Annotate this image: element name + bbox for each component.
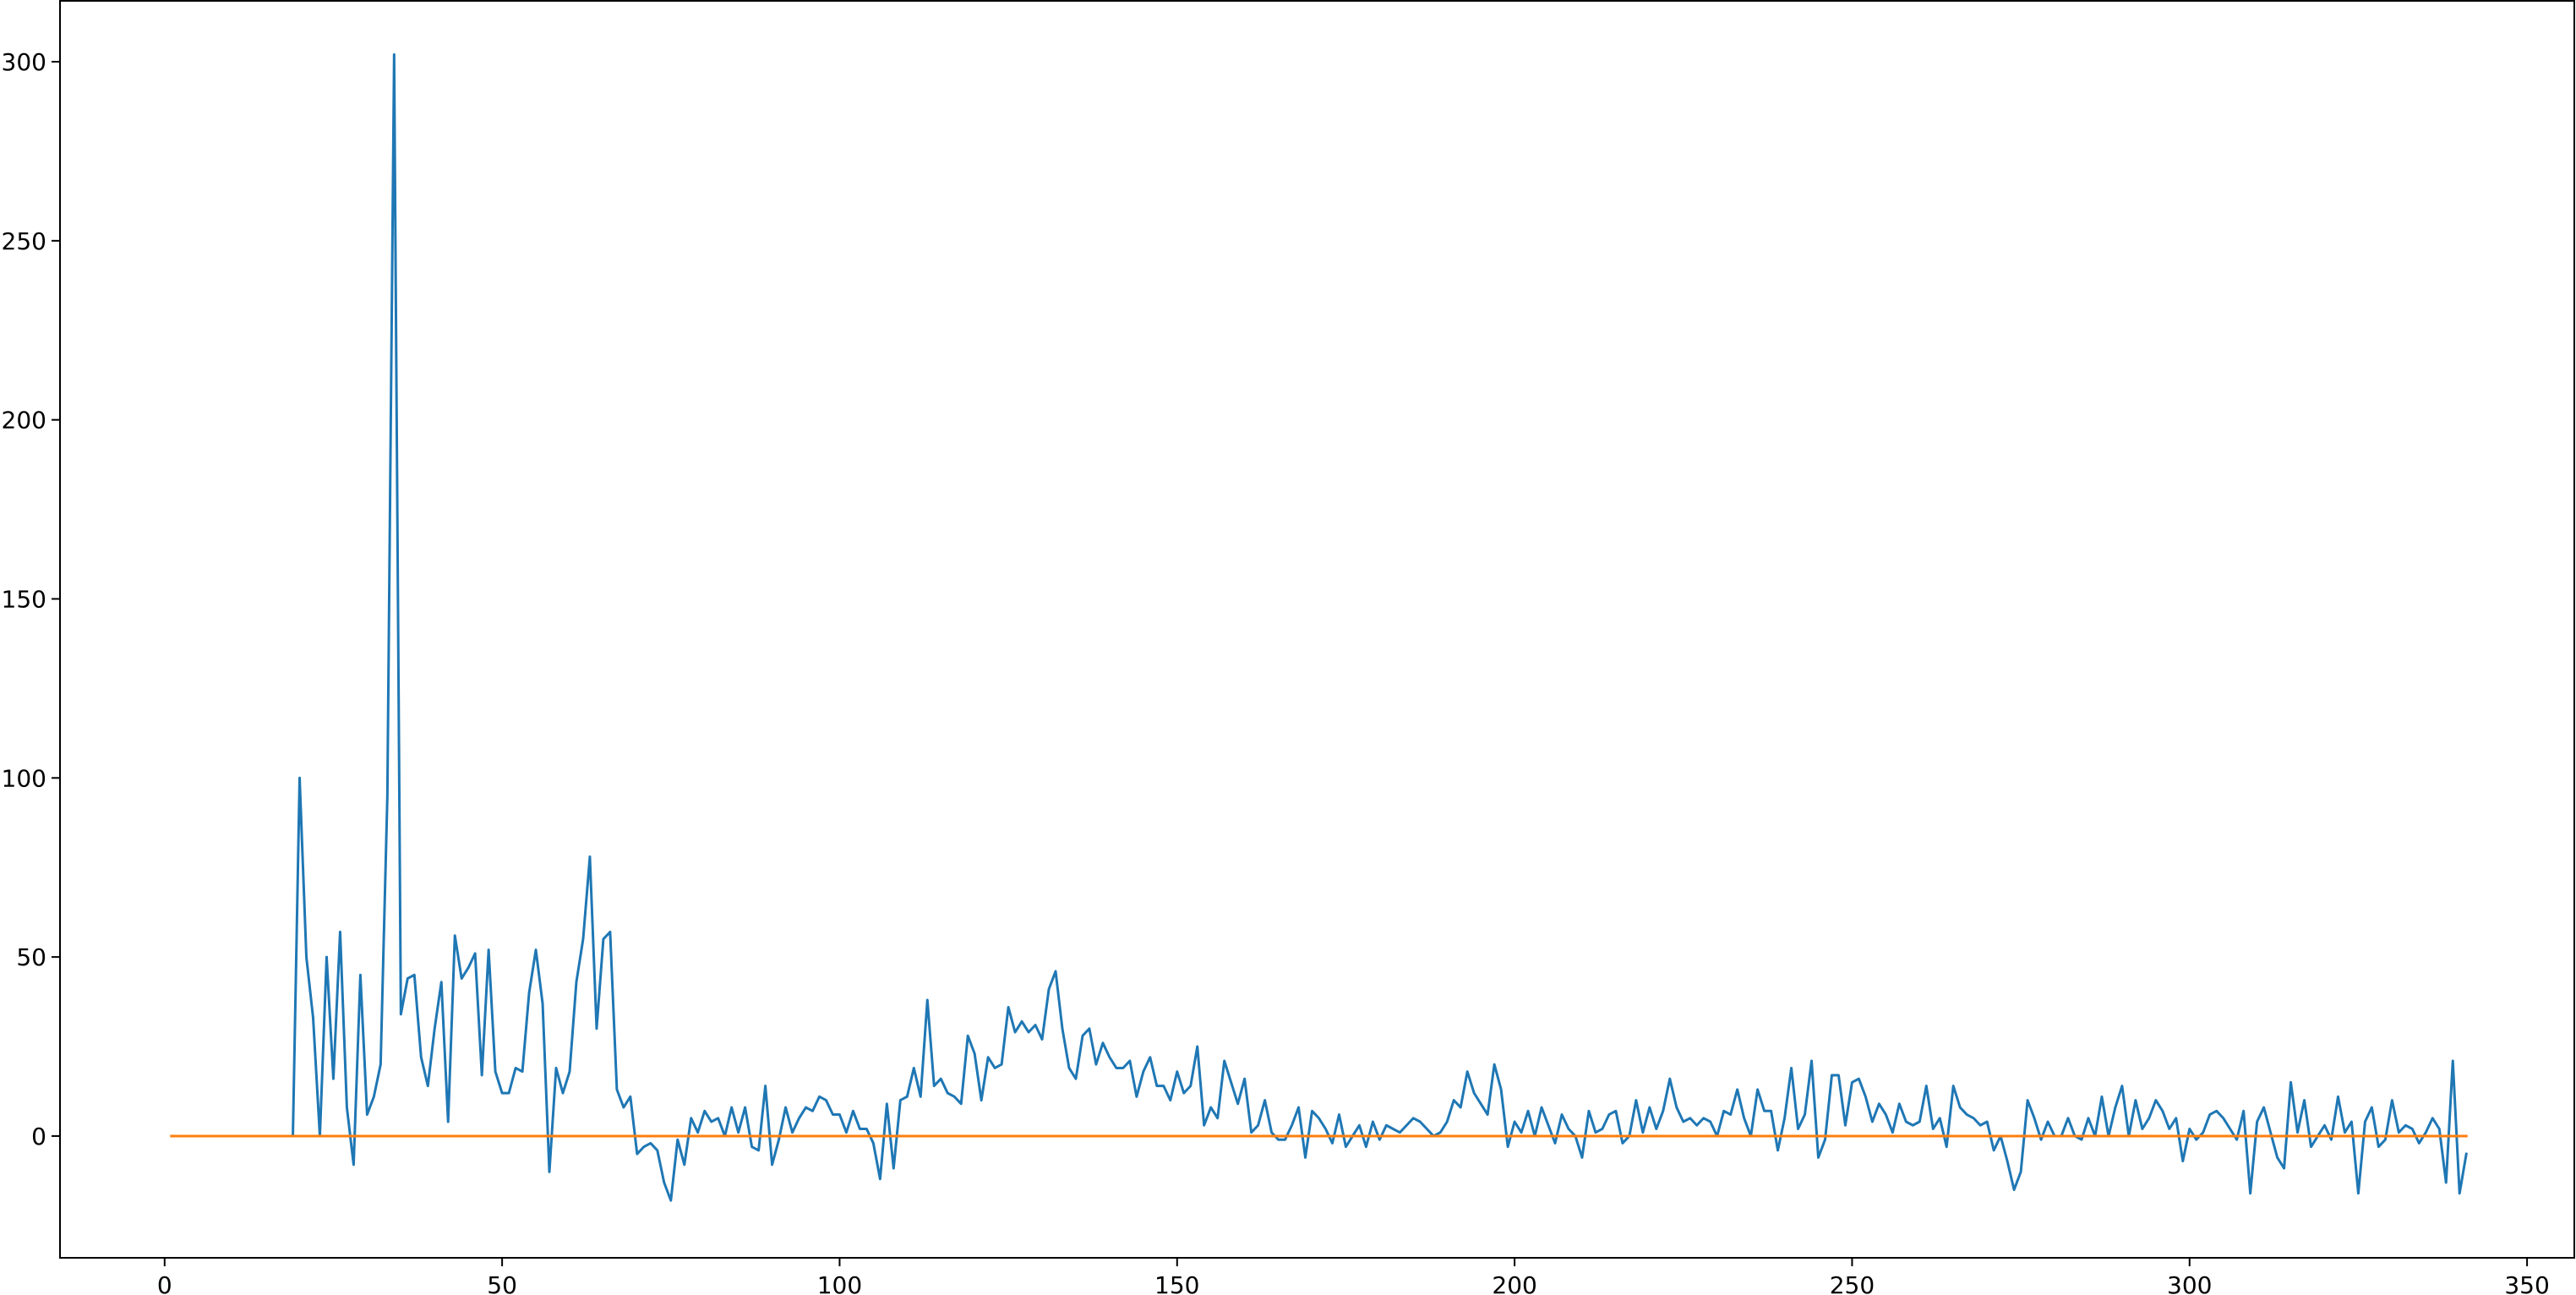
y-axis: 0 50 100 150 200 250 300 [2,48,60,1150]
x-tick-label: 200 [1492,1271,1536,1295]
y-tick-label: 250 [2,227,46,255]
x-tick-label: 350 [2504,1271,2549,1295]
y-tick-label: 0 [31,1123,46,1150]
x-tick-label: 100 [817,1271,862,1295]
x-tick-label: 300 [2167,1271,2212,1295]
y-tick-label: 100 [2,764,46,792]
y-tick-label: 200 [2,407,46,434]
x-tick-label: 150 [1154,1271,1199,1295]
x-tick-label: 50 [487,1271,517,1295]
y-tick-label: 150 [2,585,46,613]
x-axis: 0 50 100 150 200 250 300 350 [157,1258,2550,1295]
x-tick-label: 0 [157,1271,172,1295]
y-tick-label: 50 [16,943,46,971]
series-layer [170,53,2468,1202]
series-line-1 [292,53,2468,1202]
x-tick-label: 250 [1830,1271,1875,1295]
y-tick-label: 300 [2,48,46,76]
plot-frame [59,0,2575,1259]
